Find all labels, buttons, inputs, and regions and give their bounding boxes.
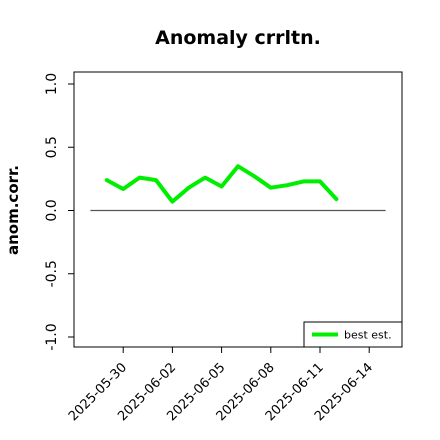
legend: best est. bbox=[303, 321, 403, 348]
legend-label-best-est: best est. bbox=[344, 329, 392, 342]
y-tick-label: -0.5 bbox=[44, 260, 60, 287]
x-axis: 2025-05-302025-06-022025-06-052025-06-08… bbox=[66, 347, 376, 424]
series-line-0 bbox=[104, 164, 339, 204]
y-tick-label: 0.5 bbox=[44, 136, 60, 158]
y-tick-label: 0.0 bbox=[44, 199, 60, 221]
y-axis: -1.0 -0.5 0.0 0.5 1.0 bbox=[44, 73, 74, 351]
chart-title: Anomaly crrltn. bbox=[155, 27, 321, 49]
y-tick-label: 1.0 bbox=[44, 73, 60, 95]
y-tick-label: -1.0 bbox=[44, 323, 60, 350]
y-axis-label: anom.corr. bbox=[4, 165, 22, 255]
plot-frame bbox=[73, 71, 403, 348]
series-layer bbox=[104, 164, 339, 204]
